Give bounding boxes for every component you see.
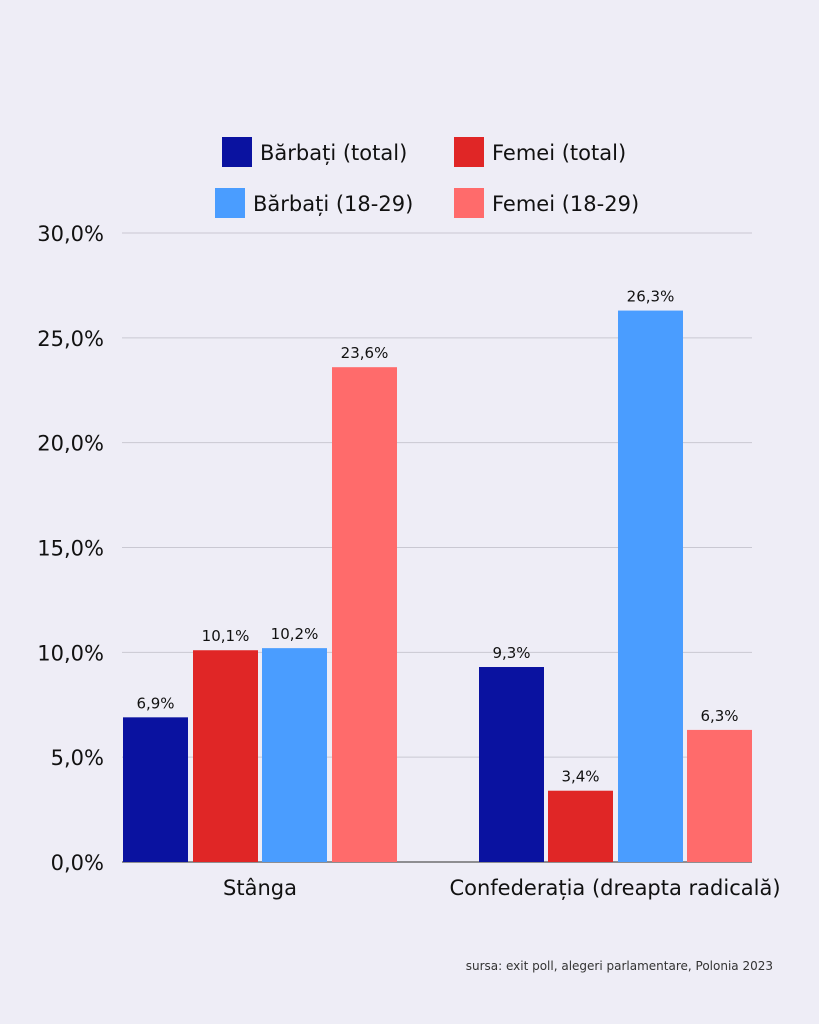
data-label: 6,9% [136,694,174,712]
x-axis-categories: Stânga Confederația (dreapta radicală) [223,876,781,900]
bar-0-1 [479,667,544,862]
bar-0-0 [123,717,188,862]
bars [123,310,752,862]
legend-label: Bărbați (18-29) [253,192,413,216]
category-label: Confederația (dreapta radicală) [449,876,780,900]
data-label: 9,3% [492,644,530,662]
bar-1-1 [548,790,613,862]
data-label: 10,2% [271,625,319,643]
legend-swatch [215,188,245,218]
legend-label: Femei (total) [492,141,626,165]
legend-swatch [454,137,484,167]
data-label: 23,6% [341,344,389,362]
bar-3-0 [332,367,397,862]
data-label: 3,4% [561,768,599,786]
source-note: sursa: exit poll, alegeri parlamentare, … [466,959,773,973]
legend: Bărbați (total) Femei (total) Bărbați (18-… [215,137,639,218]
y-tick-label: 30,0% [37,222,104,246]
y-tick-label: 15,0% [37,537,104,561]
y-tick-label: 20,0% [37,432,104,456]
data-label: 26,3% [627,288,675,306]
data-labels: 6,9% 9,3% 10,1% 3,4% 10,2% 26,3% 23,6% 6,3% [136,288,738,786]
data-label: 10,1% [202,627,250,645]
y-tick-label: 5,0% [51,746,104,770]
legend-swatch [222,137,252,167]
bar-2-0 [262,648,327,862]
data-label: 6,3% [700,707,738,725]
legend-label: Bărbați (total) [260,141,407,165]
legend-swatch [454,188,484,218]
y-tick-label: 25,0% [37,327,104,351]
category-label: Stânga [223,876,297,900]
bar-3-1 [687,729,752,862]
y-axis-ticks: 0,0% 5,0% 10,0% 15,0% 20,0% 25,0% 30,0% [37,222,104,875]
y-tick-label: 0,0% [51,851,104,875]
legend-label: Femei (18-29) [492,192,639,216]
bar-2-1 [618,310,683,862]
bar-1-0 [193,650,258,862]
y-tick-label: 10,0% [37,641,104,665]
